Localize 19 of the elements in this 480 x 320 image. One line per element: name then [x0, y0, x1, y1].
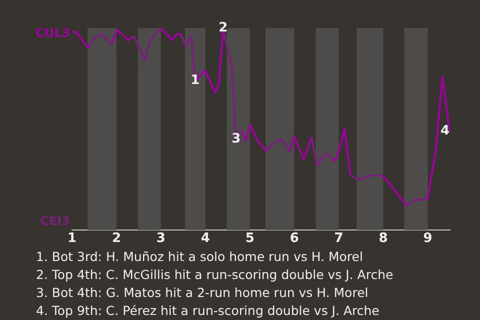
x-tick-label: 5 [245, 231, 254, 246]
text: 2. Top 4th: C. McGillis hit a run-scoring double vs J. Arche [36, 266, 394, 284]
text: 4. Top 9th: C. Pérez hit a run-scoring double vs J. Arche [36, 302, 380, 320]
x-tick-label: 7 [334, 231, 344, 246]
annotation: 4 [440, 123, 450, 138]
text: 1. Bot 3rd: H. Muñoz hit a solo home run vs H. Morel [36, 248, 364, 266]
x-tick-label: 9 [423, 231, 432, 246]
x-tick-label: 1 [67, 231, 77, 246]
text: CEI3 [40, 214, 70, 228]
x-tick-label: 8 [378, 231, 388, 246]
x-tick-label: 6 [290, 231, 299, 246]
annotation: 1 [190, 72, 200, 88]
annotation: 2 [218, 20, 228, 36]
x-tick-label: 2 [112, 231, 121, 246]
text: 3. Bot 4th: G. Matos hit a 2-run home run vs H. Morel [36, 284, 370, 302]
text: CUL3 [35, 26, 70, 40]
x-tick-label: 4 [200, 231, 210, 246]
x-tick-label: 3 [156, 231, 166, 246]
annotation: 3 [232, 131, 241, 146]
